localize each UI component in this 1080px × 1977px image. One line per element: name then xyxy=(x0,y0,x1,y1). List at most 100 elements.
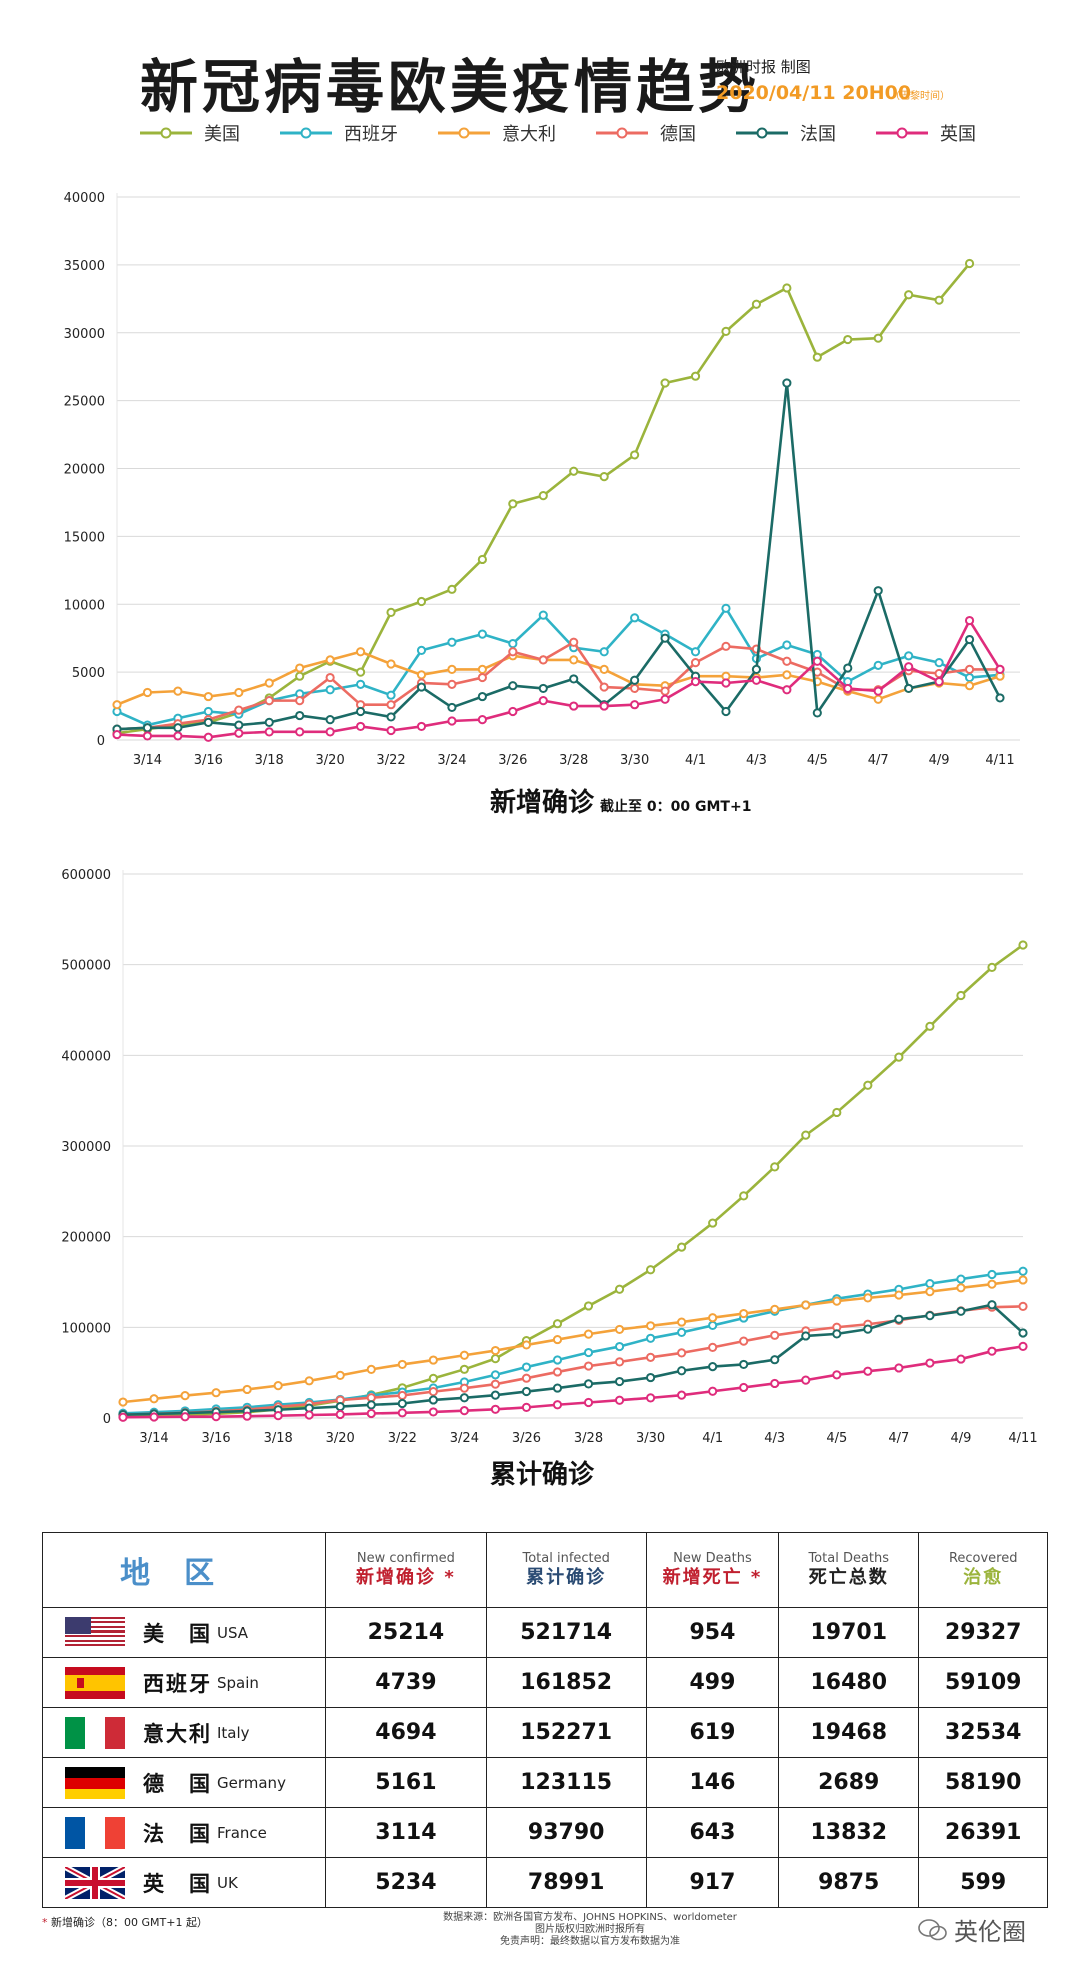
legend-label: 法国 xyxy=(800,124,836,145)
x-tick-label: 4/3 xyxy=(764,1431,785,1446)
data-point xyxy=(521,1402,532,1412)
data-point xyxy=(477,554,487,565)
data-point xyxy=(645,1265,656,1275)
data-point xyxy=(739,1382,749,1393)
data-point xyxy=(1018,1301,1028,1311)
series-line xyxy=(122,1269,1024,1415)
y-tick-label: 5000 xyxy=(72,666,105,681)
data-point xyxy=(708,1342,718,1352)
legend-label: 德国 xyxy=(660,124,696,145)
data-point xyxy=(995,693,1005,703)
data-point xyxy=(894,1314,904,1324)
stat-cell: 4694 xyxy=(325,1707,487,1758)
data-point xyxy=(925,1021,935,1031)
series-line xyxy=(122,1278,1024,1404)
data-point xyxy=(630,700,640,710)
data-point xyxy=(569,701,579,711)
data-point xyxy=(149,1394,159,1404)
country-cell: 德 国 Germany xyxy=(41,1757,327,1808)
data-point xyxy=(964,681,975,691)
data-point xyxy=(397,1390,407,1401)
x-tick-label: 3/30 xyxy=(620,753,649,768)
data-point xyxy=(552,1334,563,1345)
series-line xyxy=(116,650,1001,706)
stat-cell: 521714 xyxy=(485,1607,647,1658)
data-point xyxy=(660,633,670,643)
data-point xyxy=(325,672,335,683)
data-point xyxy=(295,663,305,673)
data-point xyxy=(873,660,883,670)
data-point xyxy=(355,647,366,657)
legend-swatch xyxy=(280,127,332,139)
data-point xyxy=(894,1363,904,1373)
data-point xyxy=(956,1283,966,1293)
data-point xyxy=(645,1321,656,1331)
data-point xyxy=(447,679,457,689)
data-point xyxy=(386,725,396,736)
credit-label: 欧洲时报 制图 xyxy=(716,58,811,76)
x-tick-label: 3/28 xyxy=(559,753,588,768)
data-point xyxy=(459,1406,469,1416)
data-point xyxy=(995,664,1005,675)
data-point xyxy=(569,637,579,647)
data-point xyxy=(211,1412,221,1422)
table-row: 意大利 Italy 4694 152271 619 19468 32534 xyxy=(41,1707,1048,1758)
data-point xyxy=(614,1341,625,1352)
data-point xyxy=(416,645,427,656)
total-cases-chart: 0 100000 200000 300000 400000 500000 600000 3/1… xyxy=(61,868,1037,1446)
data-point xyxy=(490,1345,501,1356)
data-point xyxy=(964,664,975,675)
stat-cell: 161852 xyxy=(485,1657,647,1708)
data-point xyxy=(118,1397,128,1407)
page-title: 新冠病毒欧美疫情趋势 xyxy=(140,53,761,121)
series-line xyxy=(116,381,1002,731)
stat-cell: 78991 xyxy=(485,1857,647,1908)
data-point xyxy=(801,1130,811,1140)
data-point xyxy=(801,1375,811,1385)
stat-cell: 19701 xyxy=(778,1607,920,1658)
y-tick-label: 0 xyxy=(97,734,105,749)
data-point xyxy=(630,675,640,685)
legend-swatch xyxy=(596,127,648,139)
x-tick-label: 3/18 xyxy=(255,753,284,768)
stat-cell: 26391 xyxy=(918,1807,1048,1858)
stat-cell: 5234 xyxy=(325,1857,487,1908)
data-point xyxy=(355,721,366,732)
legend-swatch xyxy=(876,127,928,139)
data-point xyxy=(583,1301,594,1311)
table-row: 英 国 UK 5234 78991 917 9875 599 xyxy=(41,1857,1048,1908)
data-point xyxy=(447,637,457,647)
new-cases-chart: 0 5000 10000 15000 20000 25000 30000 35000 40000… xyxy=(64,191,1020,768)
series-line xyxy=(122,943,1024,1418)
x-tick-label: 3/24 xyxy=(437,753,466,768)
data-point xyxy=(964,615,975,626)
x-tick-label: 4/9 xyxy=(950,1431,971,1446)
stat-cell: 5161 xyxy=(325,1757,487,1808)
footnote: * 新增确诊（8：00 GMT+1 起） xyxy=(42,1916,208,1929)
data-point xyxy=(173,731,183,741)
data-point xyxy=(614,1395,625,1405)
chart-legend: 美国 西班牙 意大利 德国 法国 英国 xyxy=(140,118,976,148)
data-point xyxy=(770,1162,780,1172)
data-point xyxy=(708,1320,718,1331)
col-header-total-infected: Total infected 累计确诊 xyxy=(485,1532,647,1608)
data-point xyxy=(538,696,548,706)
stat-cell: 123115 xyxy=(485,1757,647,1808)
data-point xyxy=(751,664,762,675)
data-point xyxy=(477,629,487,639)
x-tick-label: 4/7 xyxy=(888,1431,909,1446)
data-point xyxy=(782,640,792,650)
data-point xyxy=(447,716,457,726)
source-notes: 数据来源：欧洲各国官方发布、JOHNS HOPKINS、worldometer … xyxy=(390,1912,790,1948)
data-point xyxy=(721,706,731,717)
data-point xyxy=(397,1408,407,1418)
y-tick-label: 20000 xyxy=(64,463,105,478)
data-point xyxy=(490,1404,501,1414)
data-point xyxy=(325,685,335,695)
timezone-label: （巴黎时间） xyxy=(890,91,950,102)
x-tick-label: 4/5 xyxy=(807,753,828,768)
data-point xyxy=(599,701,609,711)
data-point xyxy=(583,1379,594,1389)
data-point xyxy=(599,472,609,482)
data-point xyxy=(614,1324,625,1335)
